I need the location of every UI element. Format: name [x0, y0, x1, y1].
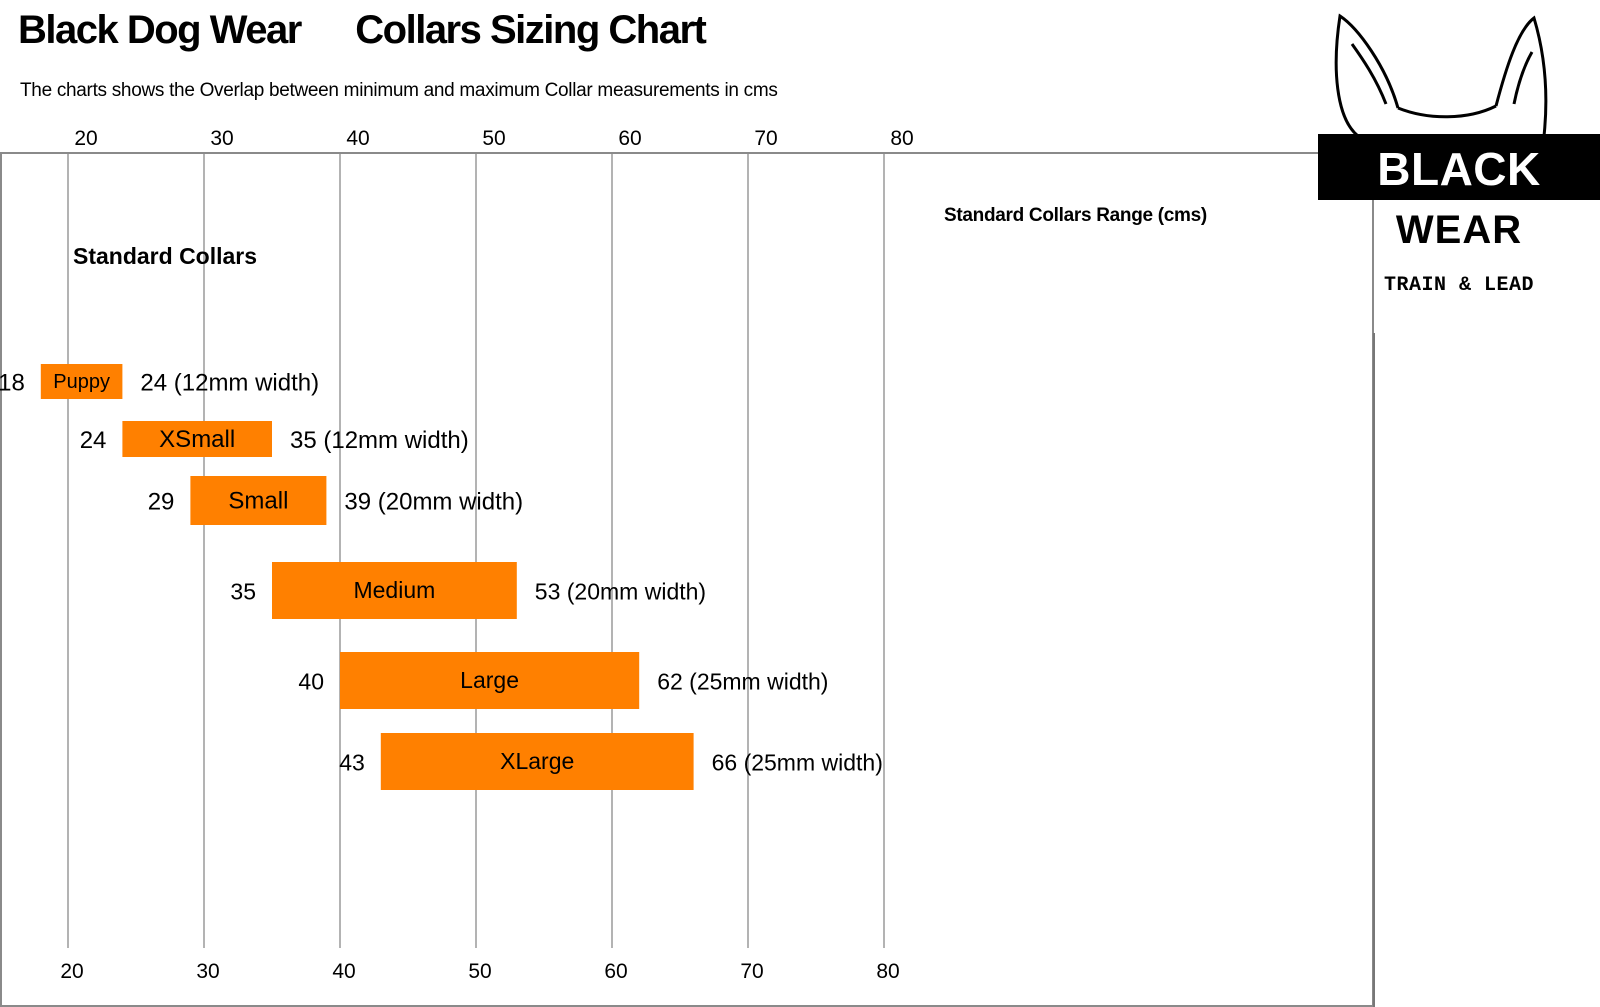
chart-header: Black Dog Wear Collars Sizing Chart [18, 8, 707, 53]
bar-min-label: 43 [339, 750, 365, 776]
logo-black-band [1318, 134, 1600, 200]
bar-max-label: 39 (20mm width) [344, 489, 523, 516]
bar-xlarge [380, 733, 694, 790]
x-tick-label-top: 40 [346, 127, 369, 150]
bar-max-label: 24 (12mm width) [140, 370, 319, 397]
x-tick-label-bottom: 70 [740, 960, 763, 983]
x-tick-label-bottom: 30 [196, 960, 219, 983]
x-tick-label-top: 50 [482, 127, 505, 150]
bar-min-label: 18 [0, 370, 25, 397]
x-tick-label-bottom: 50 [468, 960, 491, 983]
bar-label: Puppy [53, 371, 110, 393]
bar-xsmall [122, 421, 273, 457]
bar-max-label: 62 (25mm width) [657, 669, 828, 695]
bar-puppy [40, 364, 123, 399]
x-tick-label-bottom: 20 [60, 960, 83, 983]
bar-label: XSmall [159, 426, 235, 453]
x-tick-label-top: 20 [74, 127, 97, 150]
bars: Puppy 18 24 (12mm width) XSmall 24 35 (12mm w… [0, 364, 883, 790]
bar-min-label: 24 [80, 427, 107, 454]
x-tick-label-bottom: 80 [876, 960, 899, 983]
bar-min-label: 35 [230, 579, 256, 605]
x-tick-label-bottom: 60 [604, 960, 627, 983]
bar-large [340, 652, 640, 709]
logo-text-black-dog: BLACK DOG [1377, 143, 1541, 245]
x-tick-label-top: 80 [890, 127, 913, 150]
logo-tagline: TRAIN & LEAD [1383, 274, 1535, 297]
bar-min-label: 29 [148, 489, 175, 516]
axis-ticks: 20 20 30 30 40 40 50 50 60 60 70 70 80 80 [60, 127, 913, 983]
section-title: Standard Collars [73, 243, 258, 269]
x-tick-label-top: 70 [754, 127, 777, 150]
bar-max-label: 53 (20mm width) [535, 579, 706, 605]
x-tick-label-bottom: 40 [332, 960, 355, 983]
range-title: Standard Collars Range (cms) [944, 205, 1207, 226]
chart-title: Collars Sizing Chart [355, 8, 707, 52]
bar-medium [272, 562, 517, 619]
bar-max-label: 35 (12mm width) [290, 427, 469, 454]
bar-label: XLarge [500, 748, 574, 774]
grid-lines [67, 154, 885, 948]
dog-ears-icon [1334, 13, 1548, 138]
bar-small [190, 476, 327, 525]
bar-label: Large [460, 667, 519, 693]
bar-min-label: 40 [298, 669, 324, 695]
brand-logo: BLACK DOG WEAR TRAIN & LEAD [1318, 8, 1600, 308]
brand-title: Black Dog Wear [18, 8, 302, 52]
bar-label: Small [228, 487, 288, 514]
chart-subtitle: The charts shows the Overlap between min… [20, 80, 778, 101]
right-divider [1373, 333, 1375, 1007]
logo-text-wear: WEAR [1395, 208, 1523, 252]
x-tick-label-top: 60 [618, 127, 641, 150]
bar-max-label: 66 (25mm width) [712, 750, 883, 776]
bar-label: Medium [353, 577, 435, 603]
x-tick-label-top: 30 [210, 127, 233, 150]
